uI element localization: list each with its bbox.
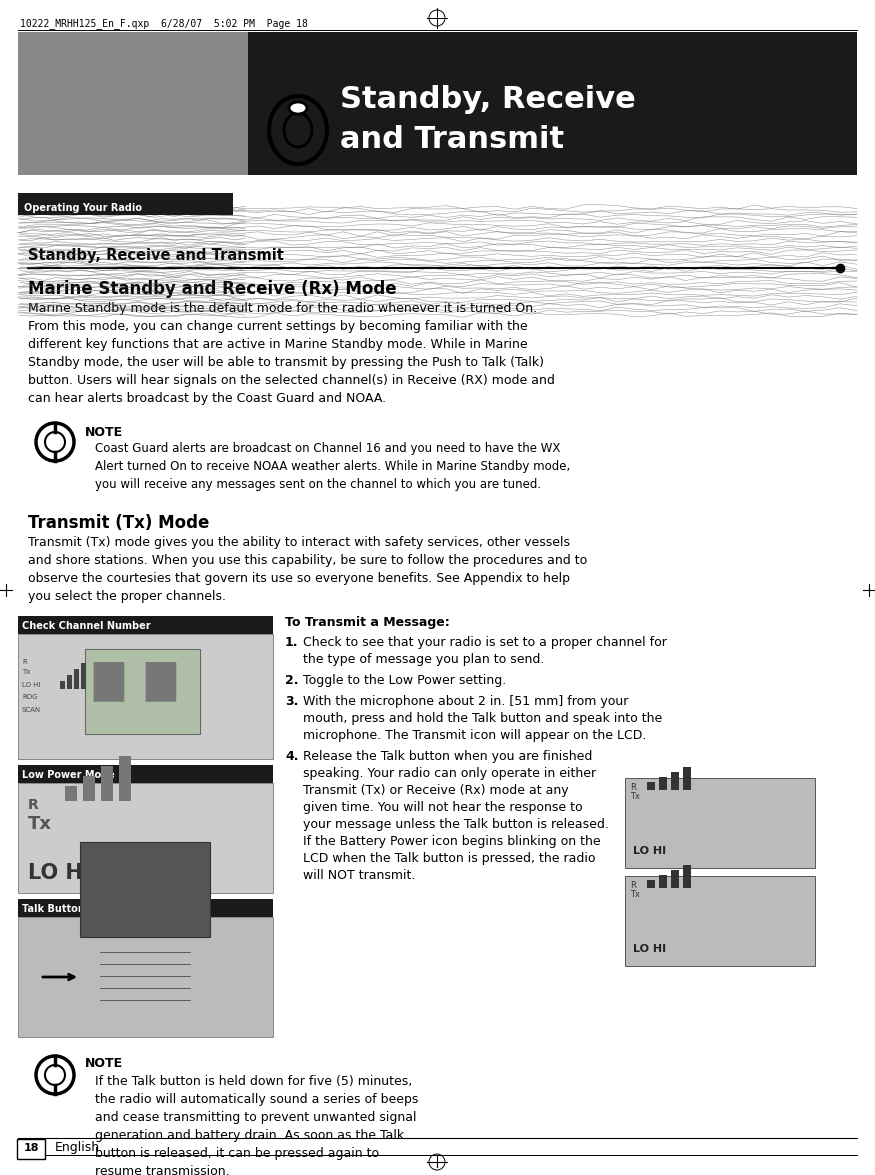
Bar [18,193,233,215]
Text: LO HI: LO HI [22,682,40,689]
Text: LCD when the Talk button is pressed, the radio: LCD when the Talk button is pressed, the… [303,852,596,865]
Text: Check Channel Number: Check Channel Number [22,622,150,631]
Bar [659,875,667,888]
Text: LO HI: LO HI [633,846,666,857]
Text: 4.: 4. [285,750,298,763]
Text: and shore stations. When you use this capability, be sure to follow the procedur: and shore stations. When you use this ca… [28,553,587,568]
Text: SCAN: SCAN [22,707,41,713]
Text: █: █ [93,662,123,700]
Bar [625,778,815,868]
Bar [671,870,679,888]
Text: speaking. Your radio can only operate in either: speaking. Your radio can only operate in… [303,767,596,780]
Text: Operating Your Radio: Operating Your Radio [24,203,142,213]
Text: Low Power Mode: Low Power Mode [22,770,115,780]
Text: Transmit (Tx) or Receive (Rx) mode at any: Transmit (Tx) or Receive (Rx) mode at an… [303,784,569,797]
Text: Standby mode, the user will be able to transmit by pressing the Push to Talk (Ta: Standby mode, the user will be able to t… [28,356,544,369]
Bar [659,777,667,790]
Text: 10222_MRHH125_En_F.qxp  6/28/07  5:02 PM  Page 18: 10222_MRHH125_En_F.qxp 6/28/07 5:02 PM P… [20,18,308,29]
Bar [74,669,79,689]
Text: If the Talk button is held down for five (5) minutes,: If the Talk button is held down for five… [95,1075,412,1088]
Text: Coast Guard alerts are broadcast on Channel 16 and you need to have the WX: Coast Guard alerts are broadcast on Chan… [95,442,560,455]
Text: Talk Button: Talk Button [22,904,85,914]
Bar [18,899,273,916]
Text: R: R [630,881,636,889]
Text: and cease transmitting to prevent unwanted signal: and cease transmitting to prevent unwant… [95,1112,416,1124]
Text: Marine Standby mode is the default mode for the radio whenever it is turned On.: Marine Standby mode is the default mode … [28,302,537,315]
Text: button is released, it can be pressed again to: button is released, it can be pressed ag… [95,1147,379,1160]
Text: Standby, Receive: Standby, Receive [340,85,636,114]
Bar [647,783,655,790]
Text: mouth, press and hold the Talk button and speak into the: mouth, press and hold the Talk button an… [303,712,662,725]
Text: will NOT transmit.: will NOT transmit. [303,870,416,882]
Text: generation and battery drain. As soon as the Talk: generation and battery drain. As soon as… [95,1129,404,1142]
Text: NOTE: NOTE [85,1058,123,1070]
Text: NOTE: NOTE [85,427,123,439]
Text: 18: 18 [24,1143,38,1153]
Bar [683,865,691,888]
Bar [671,772,679,790]
Bar [18,916,273,1038]
Bar [65,786,77,801]
Text: Toggle to the Low Power setting.: Toggle to the Low Power setting. [303,674,507,687]
Text: █: █ [145,662,175,700]
Bar [83,776,95,801]
Bar [683,767,691,790]
Bar [80,842,210,936]
Text: you will receive any messages sent on the channel to which you are tuned.: you will receive any messages sent on th… [95,478,541,491]
Ellipse shape [289,102,307,114]
Text: Alert turned On to receive NOAA weather alerts. While in Marine Standby mode,: Alert turned On to receive NOAA weather … [95,459,570,474]
Text: different key functions that are active in Marine Standby mode. While in Marine: different key functions that are active … [28,338,528,351]
Text: Marine Standby and Receive (Rx) Mode: Marine Standby and Receive (Rx) Mode [28,280,396,298]
Text: your message unless the Talk button is released.: your message unless the Talk button is r… [303,818,609,831]
Text: Tx: Tx [630,792,640,801]
Text: and Transmit: and Transmit [340,125,564,154]
Text: can hear alerts broadcast by the Coast Guard and NOAA.: can hear alerts broadcast by the Coast G… [28,392,386,405]
Text: Transmit (Tx) mode gives you the ability to interact with safety services, other: Transmit (Tx) mode gives you the ability… [28,536,570,549]
Text: button. Users will hear signals on the selected channel(s) in Receive (RX) mode : button. Users will hear signals on the s… [28,374,555,387]
Text: If the Battery Power icon begins blinking on the: If the Battery Power icon begins blinkin… [303,835,600,848]
Bar [85,649,200,734]
Text: Tx: Tx [28,815,52,833]
Text: From this mode, you can change current settings by becoming familiar with the: From this mode, you can change current s… [28,320,528,333]
Bar [18,783,273,893]
Text: Check to see that your radio is set to a proper channel for: Check to see that your radio is set to a… [303,636,667,649]
Text: 1.: 1. [285,636,298,649]
Text: observe the courtesies that govern its use so everyone benefits. See Appendix to: observe the courtesies that govern its u… [28,572,570,585]
Text: Tx: Tx [630,889,640,899]
Text: LO HI: LO HI [28,862,90,882]
Text: 2.: 2. [285,674,298,687]
Bar [18,32,248,175]
Text: English: English [55,1141,100,1155]
Text: To Transmit a Message:: To Transmit a Message: [285,616,450,629]
Text: With the microphone about 2 in. [51 mm] from your: With the microphone about 2 in. [51 mm] … [303,694,628,709]
Bar [101,766,113,801]
Text: resume transmission.: resume transmission. [95,1164,229,1175]
Text: LO HI: LO HI [633,944,666,954]
Bar [18,32,857,175]
Text: Standby, Receive and Transmit: Standby, Receive and Transmit [28,248,284,263]
Bar [81,663,86,689]
Bar [18,765,273,783]
Text: R: R [22,659,27,665]
Text: R: R [28,798,38,812]
Bar [60,682,65,689]
Bar [18,634,273,759]
Bar [647,880,655,888]
Bar [119,756,131,801]
Text: the type of message you plan to send.: the type of message you plan to send. [303,653,544,666]
Text: given time. You will not hear the response to: given time. You will not hear the respon… [303,801,583,814]
Bar [18,616,273,635]
Text: microphone. The Transmit icon will appear on the LCD.: microphone. The Transmit icon will appea… [303,728,647,741]
Text: 3.: 3. [285,694,298,709]
Text: R: R [630,783,636,792]
Text: Tx: Tx [22,669,31,674]
Text: ROG: ROG [22,694,38,700]
Text: Transmit (Tx) Mode: Transmit (Tx) Mode [28,513,209,532]
Bar [67,674,72,689]
Text: you select the proper channels.: you select the proper channels. [28,590,226,603]
FancyBboxPatch shape [17,1139,45,1159]
Text: the radio will automatically sound a series of beeps: the radio will automatically sound a ser… [95,1093,418,1106]
Text: Release the Talk button when you are finished: Release the Talk button when you are fin… [303,750,592,763]
Bar [625,877,815,966]
